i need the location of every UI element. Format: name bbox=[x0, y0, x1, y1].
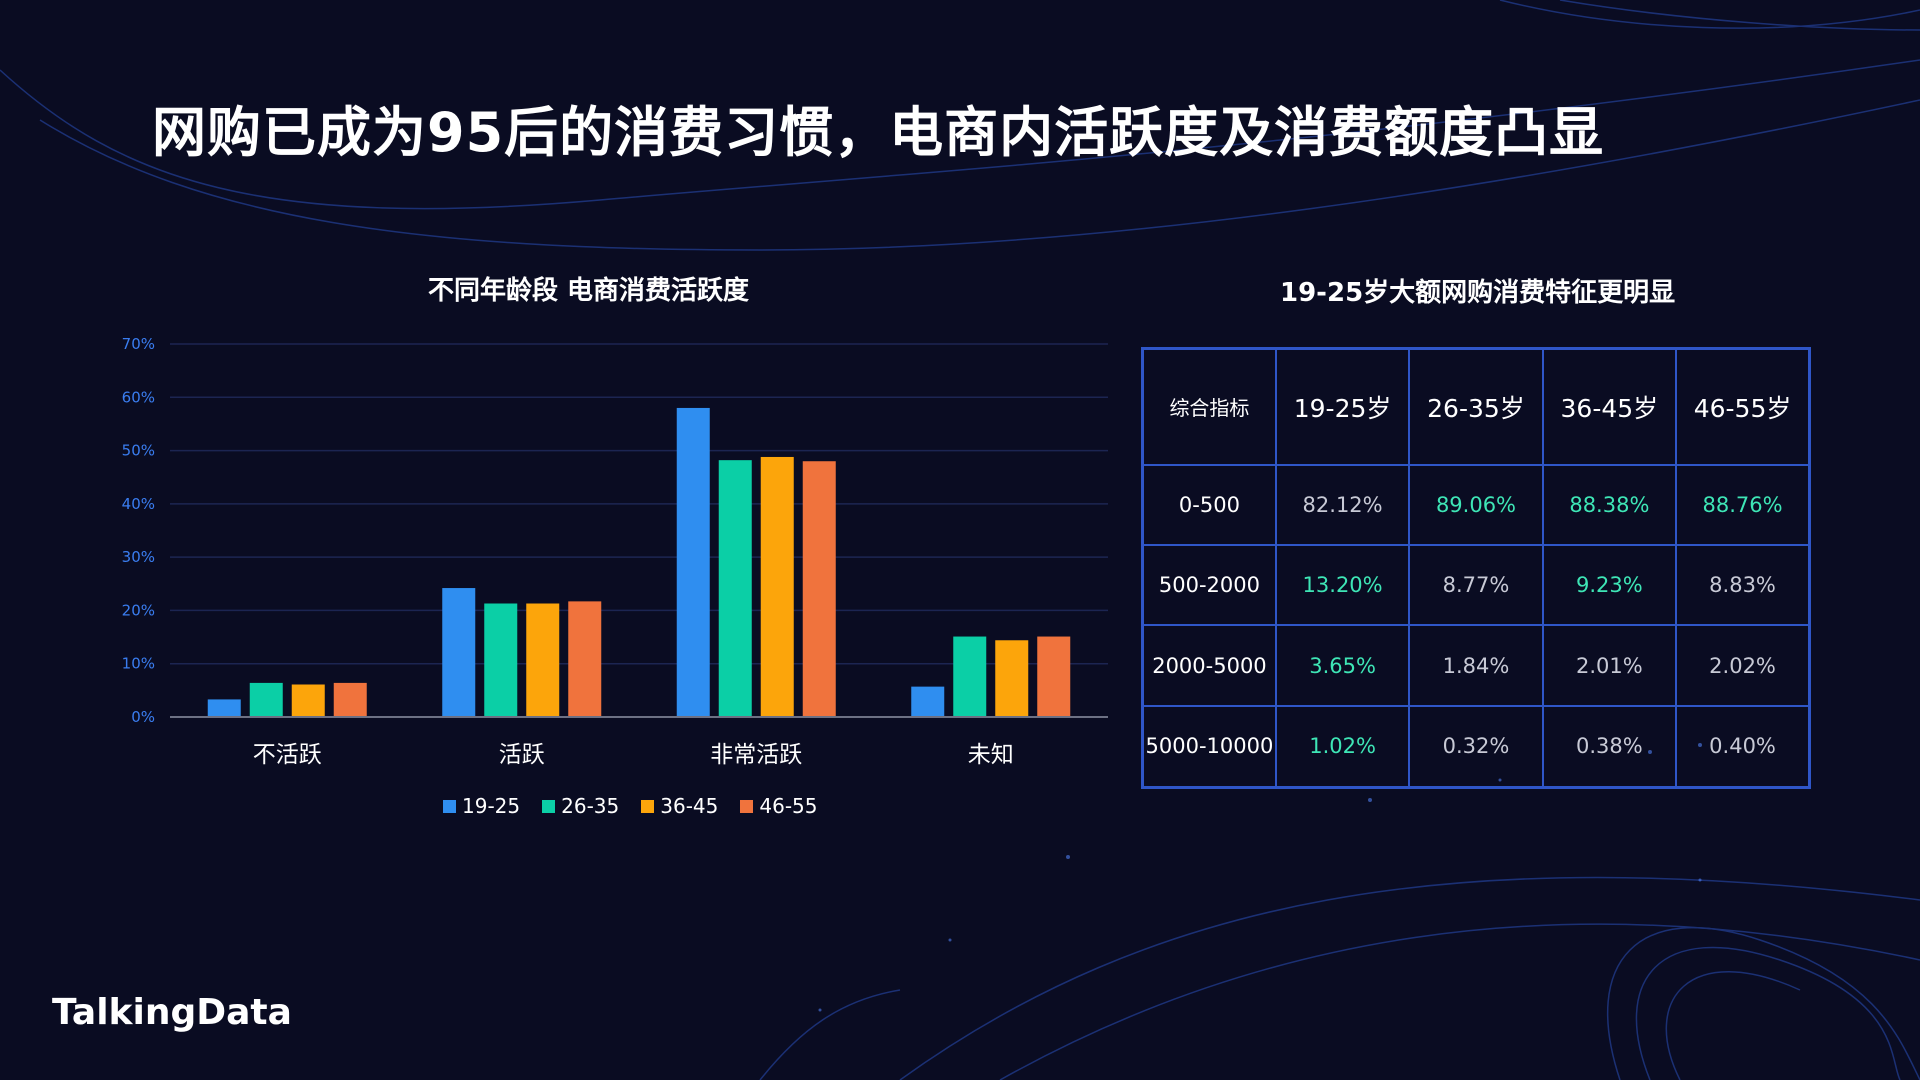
x-tick-label: 不活跃 bbox=[253, 742, 322, 768]
legend-label: 46-55 bbox=[759, 794, 818, 818]
table-cell: 3.65% bbox=[1274, 624, 1411, 707]
bar-36-45-4 bbox=[995, 640, 1029, 717]
table-cell: 13.20% bbox=[1274, 544, 1411, 627]
table-cell: 88.38% bbox=[1541, 463, 1678, 547]
table-cell: 8.83% bbox=[1675, 544, 1811, 627]
table-row: 0-500 82.12% 89.06% 88.38% 88.76% bbox=[1141, 463, 1811, 547]
chart-bars bbox=[207, 407, 1071, 717]
spending-table: 综合指标 19-25岁 26-35岁 36-45岁 46-55岁 0-500 8… bbox=[1141, 347, 1811, 789]
table-cell: 89.06% bbox=[1408, 463, 1544, 547]
table-cell: 2.02% bbox=[1675, 624, 1811, 707]
legend-label: 36-45 bbox=[660, 794, 719, 818]
y-tick-label: 20% bbox=[122, 601, 155, 619]
table-cell: 1.02% bbox=[1274, 704, 1411, 789]
row-label: 500-2000 bbox=[1141, 544, 1277, 627]
table-cell: 9.23% bbox=[1541, 544, 1678, 627]
row-label: 0-500 bbox=[1141, 463, 1277, 547]
bar-36-45-2 bbox=[526, 603, 560, 717]
row-label: 5000-10000 bbox=[1141, 704, 1277, 789]
table-header-cell: 36-45岁 bbox=[1541, 347, 1678, 466]
x-tick-label: 非常活跃 bbox=[710, 742, 802, 768]
table-cell: 0.38% bbox=[1541, 704, 1678, 789]
table-cell: 2.01% bbox=[1541, 624, 1678, 707]
talkingdata-logo: TalkingData bbox=[52, 992, 292, 1033]
table-cell: 0.32% bbox=[1408, 704, 1544, 789]
legend-item: 19-25 bbox=[443, 794, 520, 818]
legend-swatch bbox=[542, 799, 556, 813]
legend-label: 19-25 bbox=[462, 794, 521, 818]
page-title: 网购已成为95后的消费习惯，电商内活跃度及消费额度凸显 bbox=[152, 101, 1605, 164]
table-header-cell: 46-55岁 bbox=[1675, 347, 1811, 466]
bar-19-25-3 bbox=[676, 407, 710, 717]
x-tick-label: 活跃 bbox=[499, 742, 545, 768]
y-tick-label: 50% bbox=[122, 442, 155, 460]
y-axis-ticks: 0% 10% 20% 30% 40% 50% 60% 70% bbox=[122, 335, 155, 726]
bar-46-55-2 bbox=[568, 601, 602, 717]
y-tick-label: 10% bbox=[122, 655, 155, 673]
table-title: 19-25岁大额网购消费特征更明显 bbox=[1280, 278, 1676, 308]
bar-26-35-4 bbox=[953, 636, 987, 717]
bar-46-55-1 bbox=[333, 682, 367, 717]
bar-19-25-1 bbox=[207, 699, 241, 717]
x-tick-label: 未知 bbox=[968, 742, 1014, 768]
legend-item: 46-55 bbox=[740, 794, 818, 818]
table-header-row: 综合指标 19-25岁 26-35岁 36-45岁 46-55岁 bbox=[1141, 347, 1811, 466]
legend-swatch bbox=[641, 799, 655, 813]
chart-grid bbox=[170, 343, 1108, 665]
legend-label: 26-35 bbox=[561, 794, 620, 818]
table-row: 500-2000 13.20% 8.77% 9.23% 8.83% bbox=[1141, 544, 1811, 627]
legend-item: 26-35 bbox=[542, 794, 619, 818]
table-row: 2000-5000 3.65% 1.84% 2.01% 2.02% bbox=[1141, 624, 1811, 707]
table-header-cell: 19-25岁 bbox=[1274, 347, 1411, 466]
chart-legend: 19-25 26-35 36-45 46-55 bbox=[443, 794, 818, 818]
chart-title: 不同年龄段 电商消费活跃度 bbox=[428, 276, 750, 306]
table-cell: 0.40% bbox=[1675, 704, 1811, 789]
row-label: 2000-5000 bbox=[1141, 624, 1277, 707]
bar-36-45-3 bbox=[760, 456, 794, 717]
table-cell: 82.12% bbox=[1274, 463, 1411, 547]
y-tick-label: 0% bbox=[131, 708, 155, 726]
legend-swatch bbox=[740, 799, 754, 813]
bar-46-55-4 bbox=[1037, 636, 1071, 717]
y-tick-label: 60% bbox=[122, 388, 155, 406]
y-tick-label: 70% bbox=[122, 335, 155, 353]
bar-26-35-3 bbox=[718, 460, 752, 717]
table-row: 5000-10000 1.02% 0.32% 0.38% 0.40% bbox=[1141, 704, 1811, 789]
bar-46-55-3 bbox=[802, 461, 836, 717]
bar-26-35-1 bbox=[249, 682, 283, 717]
table-header-cell: 26-35岁 bbox=[1408, 347, 1544, 466]
bar-36-45-1 bbox=[291, 684, 325, 717]
bar-19-25-4 bbox=[911, 686, 945, 717]
table-header-cell: 综合指标 bbox=[1141, 347, 1277, 466]
legend-swatch bbox=[443, 799, 456, 813]
y-tick-label: 30% bbox=[122, 548, 155, 566]
table-cell: 8.77% bbox=[1408, 544, 1544, 627]
bar-19-25-2 bbox=[442, 588, 476, 717]
bar-26-35-2 bbox=[484, 603, 518, 717]
legend-item: 36-45 bbox=[641, 794, 718, 818]
x-axis-ticks: 不活跃 活跃 非常活跃 未知 bbox=[253, 742, 1014, 768]
table-cell: 88.76% bbox=[1675, 463, 1811, 547]
y-tick-label: 40% bbox=[122, 495, 155, 513]
table-cell: 1.84% bbox=[1408, 624, 1544, 707]
